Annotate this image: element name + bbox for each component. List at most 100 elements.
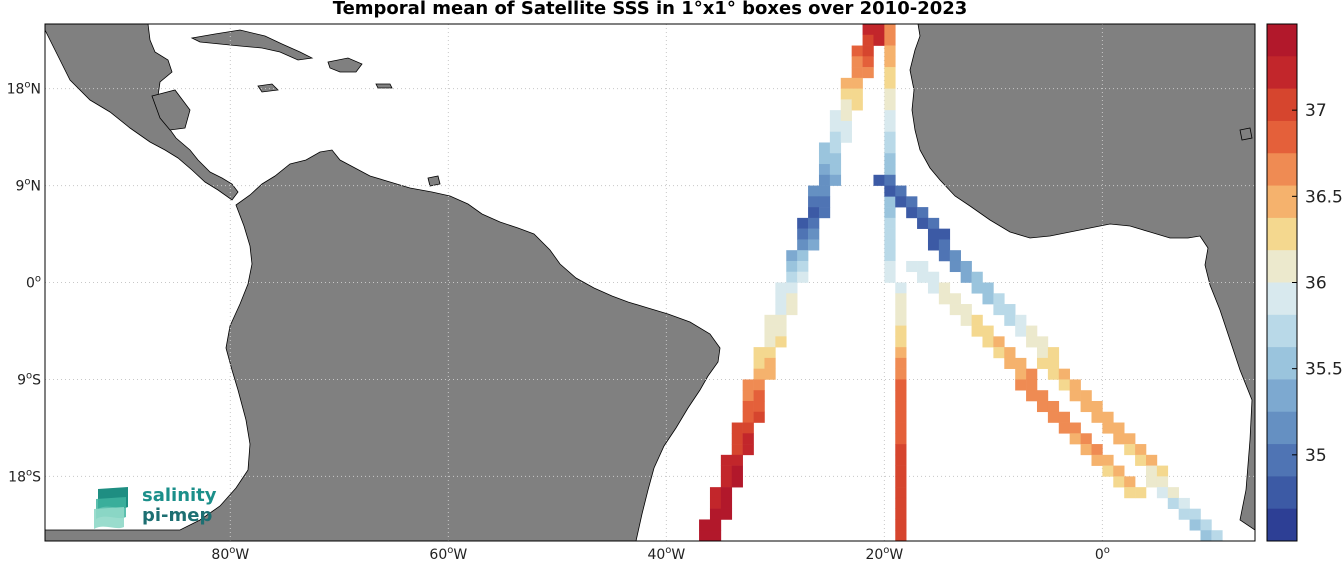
- sss-cell-71: [753, 400, 765, 413]
- sss-cell-61: [764, 347, 776, 359]
- sss-cell-108: [884, 153, 896, 165]
- sss-cell-60: [753, 347, 765, 359]
- sss-cell-236: [1026, 390, 1038, 402]
- sss-cell-18: [829, 120, 842, 133]
- sss-cell-47: [797, 271, 809, 283]
- sss-cell-176: [1036, 347, 1049, 359]
- sss-cell-204: [1167, 497, 1179, 509]
- sss-cell-40: [797, 239, 809, 251]
- land-south-america: [45, 149, 721, 541]
- sss-cell-203: [1167, 487, 1179, 499]
- sss-cell-230: [1004, 357, 1016, 369]
- sss-cell-119: [884, 271, 896, 283]
- sss-cell-175: [1036, 336, 1049, 348]
- sss-cell-199: [1156, 465, 1169, 477]
- sss-cell-84: [720, 476, 733, 488]
- colorbar-segment-13: [1267, 444, 1297, 477]
- logo-waves-icon: [94, 487, 128, 529]
- sss-cell-49: [786, 282, 798, 294]
- sss-cell-220: [949, 304, 961, 316]
- sss-cell-224: [971, 325, 983, 337]
- sss-cell-172: [1015, 325, 1027, 337]
- sss-cell-6: [851, 56, 863, 68]
- sss-cell-157: [938, 239, 951, 251]
- sss-cells: [699, 24, 1223, 541]
- land-hispaniola: [327, 57, 363, 73]
- sss-cell-10: [840, 77, 852, 89]
- sss-cell-66: [742, 379, 754, 391]
- colorbar-segment-14: [1267, 476, 1297, 510]
- plot-frame: [44, 23, 1256, 542]
- sss-cell-11: [851, 77, 863, 89]
- sss-cell-151: [917, 207, 929, 219]
- sss-cell-42: [786, 250, 798, 262]
- sss-cell-223: [971, 314, 983, 326]
- sss-cell-59: [775, 336, 787, 348]
- sss-cell-242: [1058, 422, 1070, 434]
- sss-cell-28: [818, 174, 831, 186]
- sss-cell-65: [764, 368, 776, 380]
- sss-cell-218: [938, 293, 951, 305]
- sss-cell-243: [1069, 422, 1081, 434]
- land-central-america: [45, 24, 239, 201]
- sss-cell-99: [884, 56, 896, 68]
- sss-cell-252: [1113, 476, 1125, 488]
- salinity-pi-mep-logo: salinity pi-mep: [92, 485, 232, 531]
- sss-cell-80: [720, 454, 733, 466]
- sss-cell-139: [895, 487, 907, 499]
- sss-cell-63: [764, 357, 776, 369]
- sss-cell-105: [884, 120, 896, 133]
- sss-cell-253: [1124, 476, 1136, 488]
- sss-cell-50: [775, 293, 787, 305]
- sss-cell-189: [1102, 411, 1114, 423]
- sss-cell-56: [764, 325, 776, 337]
- sss-cell-127: [895, 357, 907, 369]
- colorbar-segment-12: [1267, 411, 1297, 445]
- land-cuba: [190, 29, 314, 61]
- sss-cell-89: [720, 497, 733, 509]
- sss-cell-181: [1058, 368, 1070, 380]
- sss-cell-160: [949, 260, 961, 273]
- sss-cell-208: [1189, 519, 1201, 531]
- sss-cell-215: [927, 271, 940, 283]
- sss-cell-123: [895, 314, 907, 326]
- colorbar-tick-label-0: 37: [1305, 101, 1327, 121]
- sss-cell-149: [906, 196, 918, 208]
- sss-cell-135: [895, 444, 907, 456]
- sss-cell-130: [895, 390, 907, 402]
- sss-cell-187: [1091, 400, 1103, 413]
- sss-cell-188: [1091, 411, 1103, 423]
- sss-cell-70: [742, 400, 754, 413]
- sss-cell-46: [786, 271, 798, 283]
- sss-cell-133: [895, 422, 907, 434]
- land-layer: [45, 24, 1255, 541]
- chart-title: Temporal mean of Satellite SSS in 1°x1° …: [332, 0, 968, 19]
- colorbar-segment-10: [1267, 347, 1297, 380]
- sss-cell-69: [753, 390, 765, 402]
- sss-cell-109: [884, 164, 896, 176]
- sss-cell-5: [862, 45, 874, 57]
- sss-cell-62: [753, 357, 765, 369]
- sss-cell-250: [1102, 465, 1114, 477]
- sss-cell-55: [775, 314, 787, 326]
- sss-cell-131: [895, 400, 907, 413]
- colorbar-tick-label-1: 36.5: [1305, 187, 1343, 207]
- sss-cell-21: [840, 131, 852, 143]
- sss-cell-210: [1200, 530, 1212, 541]
- sss-cell-44: [786, 260, 798, 273]
- sss-cell-164: [971, 282, 983, 294]
- sss-cell-212: [906, 260, 918, 273]
- sss-cell-183: [1069, 379, 1081, 391]
- colorbar-segment-2: [1267, 88, 1297, 122]
- colorbar-segment-6: [1267, 217, 1297, 251]
- sss-cell-68: [742, 390, 754, 402]
- sss-cell-247: [1091, 444, 1103, 456]
- sss-cell-17: [840, 110, 852, 122]
- lat-label-3: 9oS: [17, 370, 41, 388]
- sss-cell-88: [709, 497, 722, 509]
- sss-cell-227: [993, 336, 1005, 348]
- sss-cell-23: [829, 142, 842, 154]
- sss-cell-182: [1058, 379, 1070, 391]
- colorbar-segment-7: [1267, 250, 1297, 283]
- sss-cell-144: [873, 174, 885, 186]
